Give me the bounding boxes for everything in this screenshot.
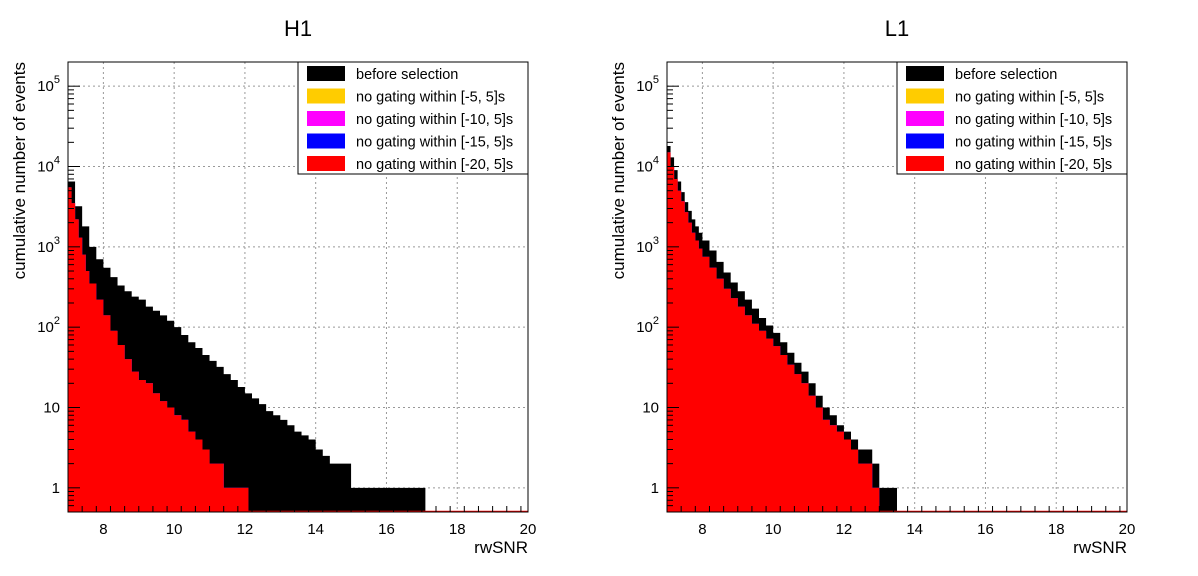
chart-panel-l1: 8 10 12 14 16 18 20 1 10 102 103 104 105 L1 rwSNR cumul…	[609, 16, 1135, 557]
legend-entry: no gating within [-20, 5]s	[356, 157, 513, 173]
y-tick-label: 104	[37, 155, 60, 176]
legend: before selection no gating within [-5, 5]…	[896, 61, 1128, 175]
chart-panel-h1: 8 10 12 14 16 18 20 1 10 102 103 104 105 H1 rwSNR cumul…	[10, 16, 536, 557]
x-tick-label: 18	[449, 521, 466, 538]
legend-swatch	[906, 156, 944, 171]
legend-entry: no gating within [-15, 5]s	[356, 135, 513, 151]
legend-swatch	[307, 88, 345, 104]
chart-title: L1	[885, 16, 909, 41]
x-tick-label: 18	[1048, 521, 1065, 538]
legend-swatch	[906, 133, 944, 149]
legend-entry: before selection	[356, 67, 458, 83]
x-axis-label: rwSNR	[1073, 538, 1127, 557]
x-tick-label: 8	[99, 521, 107, 538]
legend-entry: no gating within [-10, 5]s	[356, 112, 513, 128]
x-tick-label: 8	[698, 521, 706, 538]
y-tick-label: 105	[636, 74, 659, 95]
y-tick-label: 1	[651, 480, 659, 497]
legend-swatch	[307, 156, 345, 171]
legend: before selection no gating within [-5, 5]…	[297, 61, 529, 175]
legend-entry: no gating within [-15, 5]s	[955, 135, 1112, 151]
x-tick-label: 16	[977, 521, 994, 538]
legend-swatch	[906, 88, 944, 104]
legend-swatch	[307, 66, 345, 81]
legend-swatch	[906, 66, 944, 81]
legend-entry: no gating within [-5, 5]s	[356, 90, 505, 106]
x-tick-label: 14	[906, 521, 923, 538]
legend-entry: no gating within [-20, 5]s	[955, 157, 1112, 173]
y-tick-label: 103	[636, 235, 659, 256]
x-tick-label: 20	[520, 521, 537, 538]
x-tick-label: 16	[378, 521, 395, 538]
legend-entry: before selection	[955, 67, 1057, 83]
legend-entry: no gating within [-10, 5]s	[955, 112, 1112, 128]
series-area-4	[68, 187, 249, 512]
legend-swatch	[307, 133, 345, 149]
y-tick-label: 102	[37, 315, 60, 336]
y-tick-label: 10	[642, 399, 659, 416]
y-tick-label: 103	[37, 235, 60, 256]
series-area-4	[667, 152, 880, 512]
y-tick-label: 105	[37, 74, 60, 95]
y-tick-label: 10	[43, 399, 60, 416]
x-tick-label: 10	[166, 521, 183, 538]
y-tick-label: 102	[636, 315, 659, 336]
legend-swatch	[307, 111, 345, 126]
chart-title: H1	[284, 16, 312, 41]
legend-entry: no gating within [-5, 5]s	[955, 90, 1104, 106]
y-axis-label: cumulative number of events	[10, 62, 29, 279]
y-tick-label: 104	[636, 155, 659, 176]
x-axis-label: rwSNR	[474, 538, 528, 557]
x-tick-label: 12	[836, 521, 853, 538]
x-tick-label: 14	[307, 521, 324, 538]
x-tick-label: 20	[1119, 521, 1136, 538]
y-axis-label: cumulative number of events	[609, 62, 628, 279]
y-tick-label: 1	[52, 480, 60, 497]
legend-swatch	[906, 111, 944, 126]
x-tick-label: 10	[765, 521, 782, 538]
x-tick-label: 12	[237, 521, 254, 538]
